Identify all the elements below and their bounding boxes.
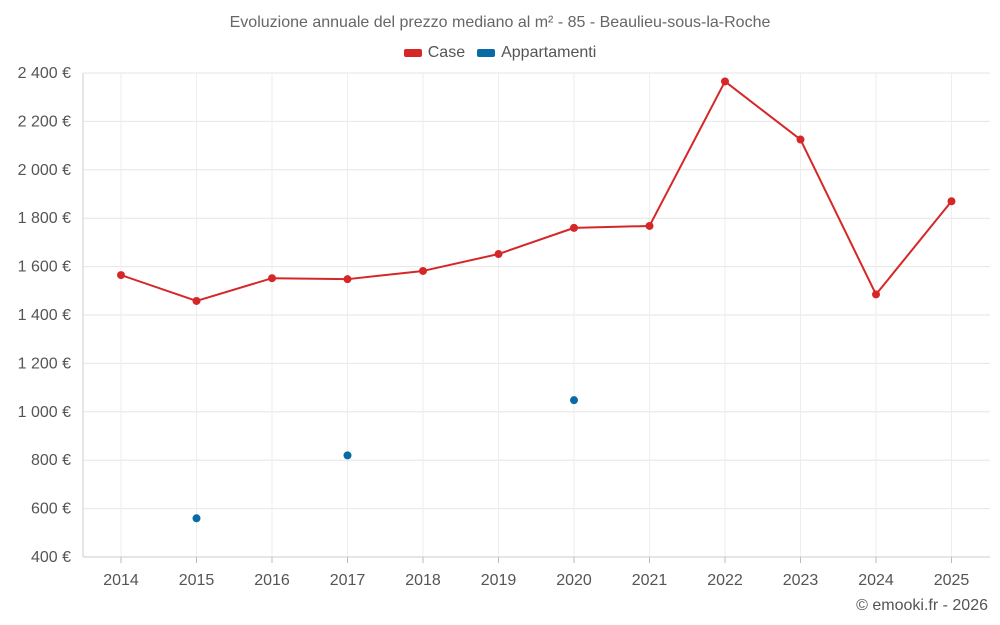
x-tick-label: 2023 [783,572,819,589]
data-point-case [343,275,352,284]
data-point-case [796,135,805,144]
data-point-appartamenti [343,451,352,460]
x-tick-label: 2022 [707,572,743,589]
legend-item-case[interactable]: Case [403,44,466,62]
data-point-appartamenti [192,514,201,523]
data-point-appartamenti [570,396,578,405]
x-tick-label: 2019 [481,572,517,589]
data-point-case [117,271,125,280]
x-tick-label: 2021 [632,572,668,589]
legend-item-appartamenti[interactable]: Appartamenti [477,44,596,62]
y-tick-label: 2 000 € [18,162,71,179]
data-point-case [419,266,427,275]
chart-legend: Case Appartamenti [0,44,1000,62]
y-tick-label: 1 800 € [18,210,71,227]
x-tick-label: 2017 [330,572,366,589]
x-tick-label: 2024 [858,572,894,589]
x-tick-label: 2014 [103,572,139,589]
data-point-case [947,197,956,206]
y-tick-label: 800 € [31,452,71,469]
y-tick-label: 1 000 € [18,404,71,421]
y-tick-label: 400 € [31,549,71,566]
legend-label-appartamenti: Appartamenti [501,44,597,61]
x-tick-label: 2015 [179,572,215,589]
x-tick-label: 2020 [556,572,592,589]
series-line-case [120,80,953,302]
credit-text: © emooki.fr - 2026 [856,597,988,614]
y-tick-label: 1 600 € [18,259,71,276]
y-tick-label: 2 200 € [18,113,71,130]
data-point-case [872,290,880,299]
x-tick-label: 2025 [934,572,970,589]
legend-swatch-appartamenti [477,49,496,57]
data-point-case [268,274,276,283]
legend-label-case: Case [427,44,466,61]
y-tick-label: 1 400 € [18,307,71,324]
data-point-case [645,221,654,230]
data-point-case [192,296,201,305]
data-point-case [721,77,729,86]
y-tick-label: 600 € [31,501,71,518]
y-tick-label: 2 400 € [18,65,71,82]
x-tick-label: 2018 [405,572,441,589]
data-point-case [570,223,578,232]
x-tick-label: 2016 [254,572,290,589]
y-tick-label: 1 200 € [18,355,71,372]
chart-title: Evoluzione annuale del prezzo mediano al… [229,14,771,31]
legend-swatch-case [403,49,422,57]
data-point-case [494,250,503,259]
